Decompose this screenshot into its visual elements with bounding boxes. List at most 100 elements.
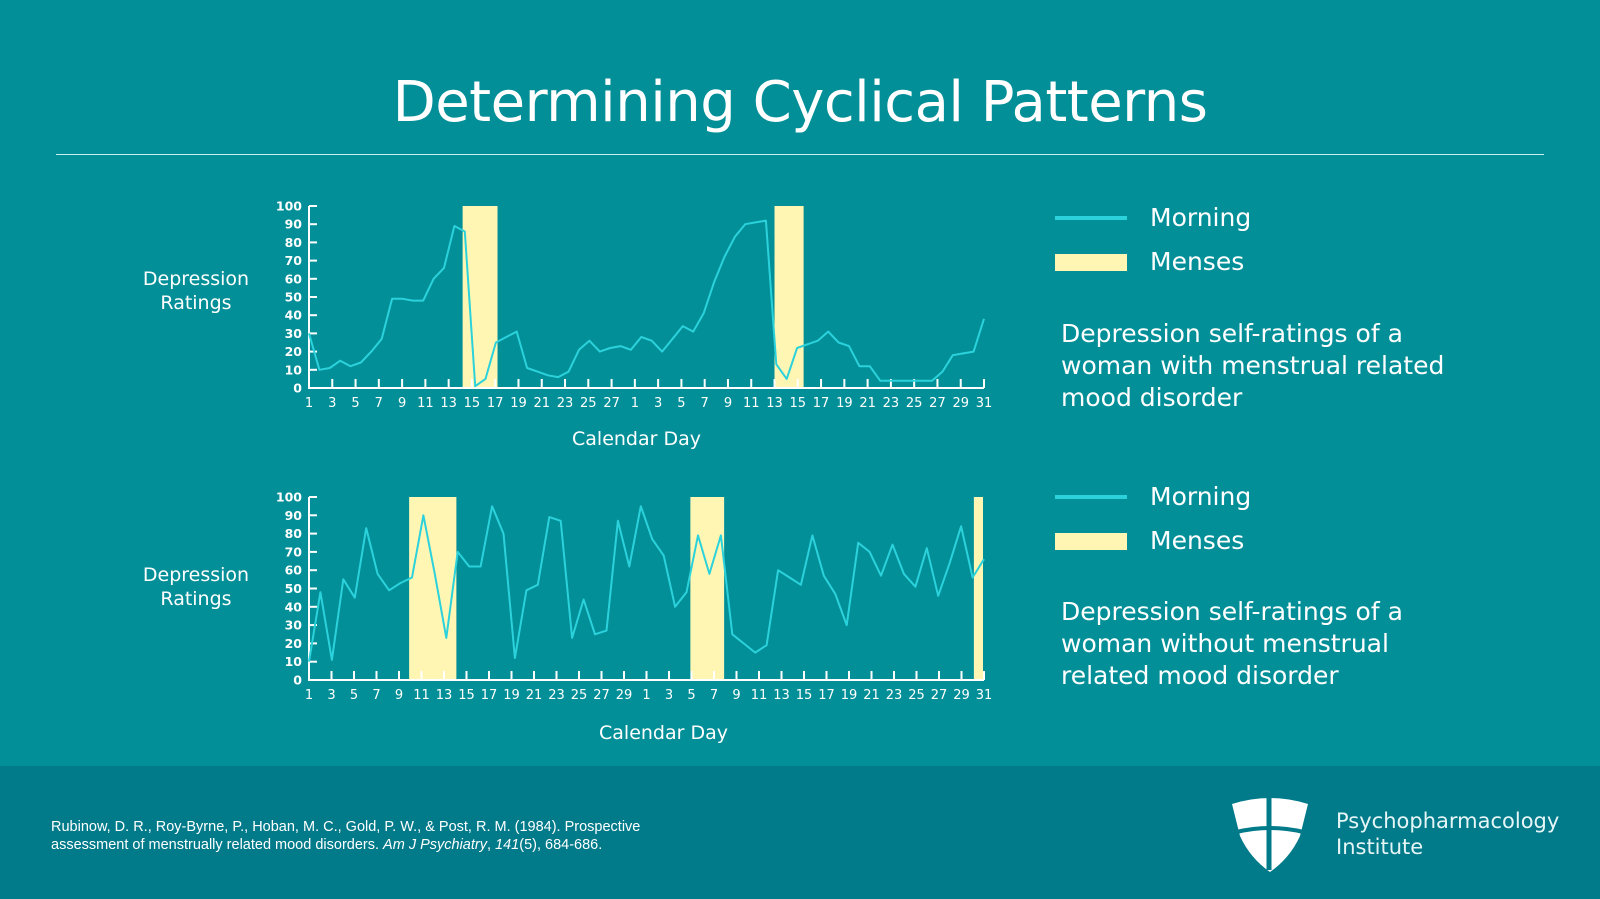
brand-name: Psychopharmacology Institute (1336, 809, 1560, 859)
x-tick-label: 15 (790, 396, 807, 411)
x-tick-label: 3 (327, 688, 335, 703)
x-tick-label: 25 (571, 688, 588, 703)
x-tick-label: 7 (710, 688, 718, 703)
x-tick-label: 11 (417, 396, 434, 411)
x-tick-label: 13 (773, 688, 790, 703)
chart-without-mrmd: Depression Ratings 0 10 20 30 40 50 60 70 80 90 10… (0, 480, 1000, 750)
x-tick-label: 19 (503, 688, 520, 703)
y-tick-label: 20 (285, 344, 303, 359)
x-tick-label: 31 (976, 688, 993, 703)
y-axis-label: Depression Ratings (142, 564, 250, 610)
title-divider (56, 154, 1544, 155)
x-tick-label: 19 (841, 688, 858, 703)
y-tick-label: 100 (276, 199, 302, 214)
x-tick-label: 27 (929, 396, 946, 411)
x-tick-label: 23 (883, 396, 900, 411)
chart-2-description: Depression self-ratings of a woman witho… (1061, 597, 1403, 690)
y-tick-label: 80 (285, 526, 303, 541)
y-tick-label: 40 (285, 308, 303, 323)
x-tick-label: 25 (906, 396, 923, 411)
x-tick-label: 5 (351, 396, 359, 411)
y-tick-label: 90 (285, 217, 303, 232)
y-tick-label: 70 (285, 544, 303, 559)
slide-title: Determining Cyclical Patterns (392, 70, 1208, 135)
x-tick-label: 3 (328, 396, 336, 411)
x-tick-label: 1 (305, 688, 313, 703)
footer: Rubinow, D. R., Roy-Byrne, P., Hoban, M.… (0, 766, 1600, 899)
x-tick-label: 19 (510, 396, 527, 411)
x-tick-label: 21 (533, 396, 550, 411)
y-tick-label: 60 (285, 271, 303, 286)
x-tick-label: 29 (616, 688, 633, 703)
menses-band (973, 497, 983, 680)
x-tick-label: 1 (642, 688, 650, 703)
x-tick-label: 15 (458, 688, 475, 703)
x-tick-label: 27 (931, 688, 948, 703)
x-tick-label: 25 (908, 688, 925, 703)
y-axis-label: Depression Ratings (142, 268, 250, 314)
x-tick-label: 11 (751, 688, 768, 703)
x-tick-label: 3 (665, 688, 673, 703)
morning-series-line (308, 219, 985, 388)
x-tick-label: 5 (350, 688, 358, 703)
x-tick-label: 17 (818, 688, 835, 703)
x-axis-label: Calendar Day (599, 722, 728, 744)
x-axis-label: Calendar Day (572, 428, 701, 450)
x-tick-label: 23 (886, 688, 903, 703)
morning-line-swatch (1055, 495, 1127, 499)
menses-box-swatch (1055, 533, 1127, 550)
y-tick-label: 10 (285, 362, 303, 377)
x-tick-label: 29 (952, 396, 969, 411)
x-tick-label: 1 (305, 396, 313, 411)
y-tick-label: 100 (276, 490, 302, 505)
x-tick-label: 27 (603, 396, 620, 411)
x-tick-label: 15 (796, 688, 813, 703)
y-tick-label: 0 (293, 673, 302, 688)
x-tick-label: 3 (654, 396, 662, 411)
x-tick-label: 5 (677, 396, 685, 411)
menses-band (462, 206, 498, 388)
y-tick-label: 80 (285, 235, 303, 250)
x-tick-label: 11 (743, 396, 760, 411)
x-tick-label: 21 (863, 688, 880, 703)
menses-band (774, 206, 804, 388)
x-tick-label: 19 (836, 396, 853, 411)
x-tick-label: 9 (395, 688, 403, 703)
citation: Rubinow, D. R., Roy-Byrne, P., Hoban, M.… (51, 819, 641, 853)
x-tick-label: 11 (413, 688, 430, 703)
y-tick-label: 0 (293, 381, 302, 396)
y-tick-label: 70 (285, 253, 303, 268)
y-tick-label: 60 (285, 563, 303, 578)
x-tick-label: 7 (701, 396, 709, 411)
menses-band (690, 497, 725, 680)
x-tick-label: 9 (732, 688, 740, 703)
y-tick-label: 20 (285, 636, 303, 651)
x-tick-label: 17 (813, 396, 830, 411)
y-tick-label: 50 (285, 290, 303, 305)
x-tick-label: 7 (375, 396, 383, 411)
x-tick-label: 23 (557, 396, 574, 411)
y-tick-label: 40 (285, 599, 303, 614)
y-tick-label: 30 (285, 326, 303, 341)
x-tick-label: 9 (398, 396, 406, 411)
x-tick-label: 27 (593, 688, 610, 703)
x-tick-label: 17 (481, 688, 498, 703)
morning-line-swatch (1055, 216, 1127, 220)
x-tick-label: 21 (859, 396, 876, 411)
x-tick-label: 23 (548, 688, 565, 703)
menses-box-swatch (1055, 254, 1127, 271)
y-tick-label: 50 (285, 581, 303, 596)
menses-band (409, 497, 457, 680)
y-tick-label: 10 (285, 654, 303, 669)
x-tick-label: 5 (687, 688, 695, 703)
x-tick-label: 31 (976, 396, 993, 411)
x-tick-label: 1 (631, 396, 639, 411)
x-tick-label: 13 (440, 396, 457, 411)
x-tick-label: 13 (766, 396, 783, 411)
y-tick-label: 90 (285, 508, 303, 523)
x-tick-label: 7 (372, 688, 380, 703)
morning-series-line (308, 505, 985, 662)
x-tick-label: 9 (724, 396, 732, 411)
